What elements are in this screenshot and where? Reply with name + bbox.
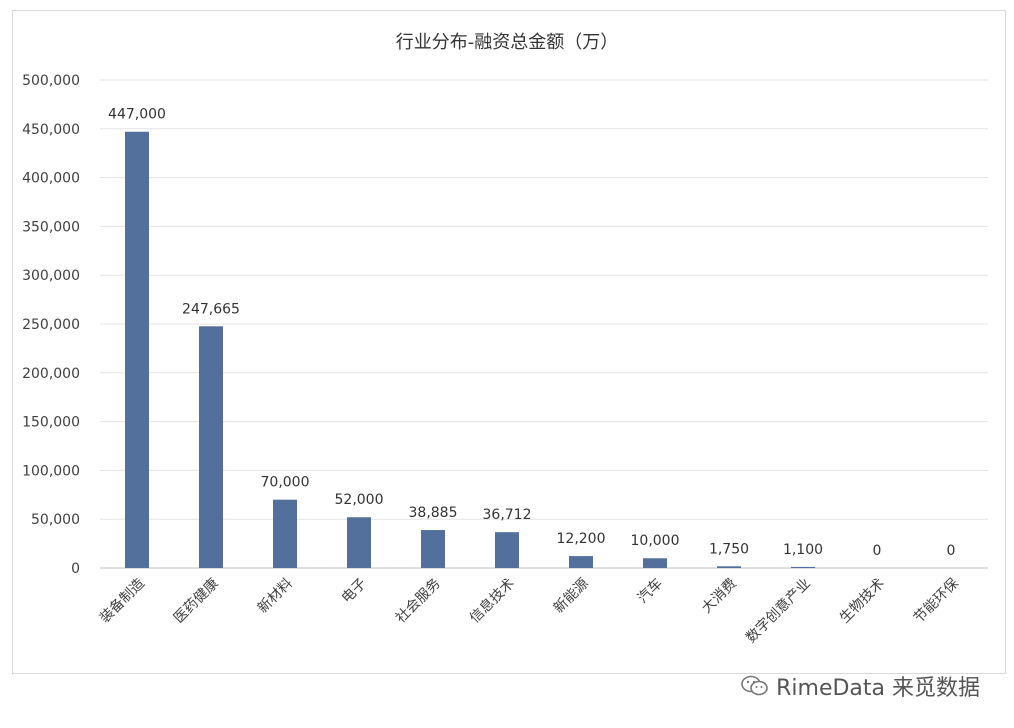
data-label: 70,000 (261, 475, 310, 491)
data-label: 52,000 (335, 492, 384, 508)
x-tick-label: 数字创意产业 (742, 575, 813, 646)
data-label: 1,750 (709, 541, 749, 557)
x-axis-ticks: 装备制造 医药健康 新材料 电子 社会服务 信息技术 新能源 汽车 大消费 数字创意产业 生物技术节… (96, 575, 962, 646)
data-label: 12,200 (557, 531, 606, 547)
y-tick-label: 500,000 (22, 73, 80, 89)
bar (273, 499, 297, 568)
data-label: 38,885 (409, 505, 458, 521)
bar (717, 566, 741, 568)
bar (569, 556, 593, 568)
y-tick-label: 0 (71, 561, 80, 577)
x-tick-label: 节能环保 (911, 576, 962, 627)
watermark: RimeData 来觅数据 (740, 670, 980, 702)
y-tick-label: 250,000 (22, 317, 80, 333)
data-label: 0 (947, 543, 956, 559)
x-tick-label: 信息技术 (466, 575, 518, 627)
data-labels: 447,000 247,665 70,000 52,000 38,885 36,712 12… (108, 107, 955, 559)
y-tick-label: 150,000 (22, 415, 80, 431)
x-tick-label: 电子 (339, 576, 370, 607)
x-tick-label: 医药健康 (170, 575, 222, 627)
data-label: 0 (873, 543, 882, 559)
bar (125, 131, 149, 568)
y-tick-label: 100,000 (22, 463, 80, 479)
x-tick-label: 汽车 (634, 575, 666, 607)
chart-title: 行业分布-融资总金额（万） (395, 32, 619, 53)
y-axis-ticks: 0 50,000 100,000 150,000 200,000 250,000 300,0… (22, 73, 80, 577)
y-tick-label: 50,000 (31, 512, 80, 528)
data-label: 10,000 (631, 533, 680, 549)
x-tick-label: 社会服务 (393, 576, 444, 627)
chart-frame (12, 10, 1006, 674)
bar (421, 530, 445, 568)
x-tick-label: 大消费 (699, 576, 740, 617)
bars (125, 131, 815, 568)
x-tick-label: 生物技术 (837, 576, 888, 627)
wechat-icon (740, 674, 770, 698)
data-label: 36,712 (483, 507, 532, 523)
x-tick-label: 装备制造 (96, 575, 148, 627)
bar (643, 558, 667, 568)
data-label: 447,000 (108, 107, 166, 123)
bar (199, 326, 223, 568)
y-tick-label: 200,000 (22, 366, 80, 382)
y-tick-label: 400,000 (22, 171, 80, 187)
data-label: 1,100 (783, 542, 823, 558)
bar (495, 532, 519, 568)
x-tick-label: 新材料 (255, 576, 296, 617)
y-tick-label: 350,000 (22, 219, 80, 235)
bar (347, 517, 371, 568)
y-tick-label: 450,000 (22, 122, 80, 138)
gridlines (100, 79, 988, 569)
bar (791, 566, 815, 568)
data-label: 247,665 (182, 301, 240, 317)
y-tick-label: 300,000 (22, 268, 80, 284)
x-tick-label: 新能源 (551, 576, 592, 617)
watermark-text: RimeData 来觅数据 (776, 676, 980, 701)
